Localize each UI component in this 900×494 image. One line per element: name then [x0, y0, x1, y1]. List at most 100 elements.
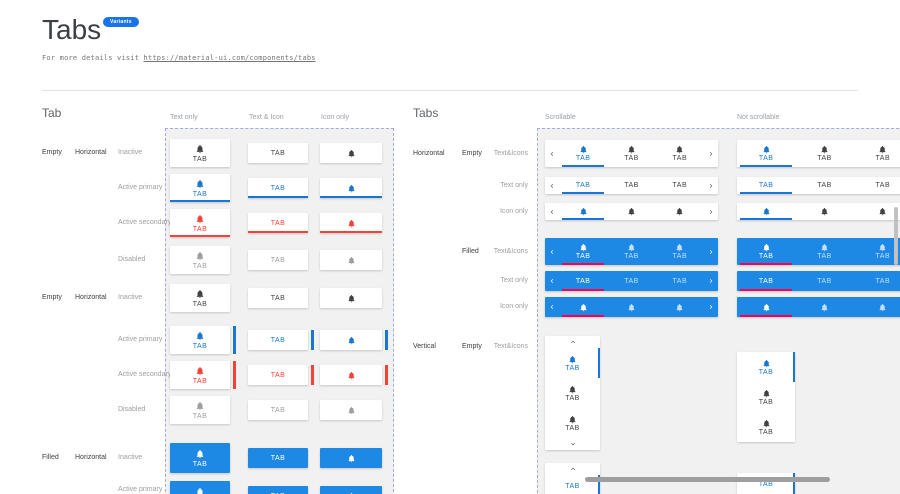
tab[interactable]: TAB	[248, 250, 308, 270]
tab[interactable]	[320, 250, 382, 270]
notifications-icon	[195, 449, 205, 459]
tab[interactable]: TAB	[607, 238, 655, 265]
tab[interactable]: TAB	[170, 209, 230, 237]
tab[interactable]: TAB	[559, 177, 607, 194]
tab[interactable]: TAB	[854, 238, 900, 265]
tab[interactable]: TAB	[170, 361, 230, 389]
docs-link[interactable]: https://material-ui.com/components/tabs	[143, 54, 316, 62]
tab[interactable]	[795, 203, 853, 220]
chevron-down-button[interactable]	[545, 438, 600, 450]
tab[interactable]: TAB	[170, 443, 230, 473]
notifications-icon	[195, 144, 205, 154]
tab[interactable]	[320, 288, 382, 308]
tab[interactable]: TAB	[545, 378, 600, 408]
tab[interactable]: TAB	[737, 473, 795, 494]
tab[interactable]	[854, 203, 900, 220]
tab[interactable]: TAB	[248, 486, 308, 494]
tab[interactable]: TAB	[795, 177, 853, 194]
tab[interactable]: TAB	[170, 284, 230, 312]
active-indicator	[740, 289, 793, 291]
chevron-left-button[interactable]	[545, 140, 559, 167]
tab[interactable]: TAB	[795, 140, 853, 167]
tab[interactable]: TAB	[170, 246, 230, 274]
tab[interactable]	[854, 297, 900, 317]
tab[interactable]	[607, 203, 655, 220]
tab[interactable]: TAB	[248, 448, 308, 468]
horizontal-scrollbar[interactable]	[585, 477, 830, 482]
tab[interactable]: TAB	[737, 140, 795, 167]
chevron-left-button[interactable]	[545, 238, 559, 265]
tab[interactable]: TAB	[607, 177, 655, 194]
tab[interactable]: TAB	[248, 288, 308, 308]
tab[interactable]: TAB	[559, 271, 607, 291]
notifications-icon	[568, 385, 577, 394]
tab[interactable]: TAB	[170, 396, 230, 424]
tab[interactable]: TAB	[545, 475, 600, 494]
tab[interactable]: TAB	[737, 352, 795, 382]
chevron-right-button[interactable]	[704, 177, 718, 194]
tab[interactable]: TAB	[854, 140, 900, 167]
tab[interactable]	[320, 365, 382, 385]
active-indicator	[170, 235, 230, 237]
tab[interactable]: TAB	[248, 178, 308, 198]
tab[interactable]	[559, 203, 607, 220]
chevron-up-button[interactable]	[545, 336, 600, 348]
chevron-left-button[interactable]	[545, 271, 559, 291]
chevron-right-button[interactable]	[704, 203, 718, 220]
chevron-left-button[interactable]	[545, 177, 559, 194]
tab[interactable]: TAB	[170, 326, 230, 354]
chevron-left-button[interactable]	[545, 203, 559, 220]
tab[interactable]: TAB	[854, 271, 900, 291]
tab[interactable]	[656, 297, 704, 317]
active-indicator	[562, 165, 605, 167]
tab[interactable]: TAB	[737, 238, 795, 265]
chevron-up-icon	[569, 465, 577, 473]
tab-label: TAB	[758, 368, 774, 376]
tab[interactable]: TAB	[170, 174, 230, 202]
chevron-left-button[interactable]	[545, 297, 559, 317]
tab[interactable]: TAB	[248, 330, 308, 350]
tab[interactable]: TAB	[656, 140, 704, 167]
tab[interactable]: TAB	[248, 400, 308, 420]
chevron-right-button[interactable]	[704, 140, 718, 167]
tab[interactable]: TAB	[795, 238, 853, 265]
tab[interactable]: TAB	[607, 271, 655, 291]
chevron-right-button[interactable]	[704, 271, 718, 291]
tab[interactable]: TAB	[170, 139, 230, 167]
tab[interactable]	[320, 400, 382, 420]
tab[interactable]	[320, 213, 382, 233]
tab[interactable]	[320, 143, 382, 163]
tab[interactable]: TAB	[737, 271, 795, 291]
tab[interactable]	[320, 448, 382, 468]
tab[interactable]	[559, 297, 607, 317]
tab[interactable]	[320, 486, 382, 494]
tab[interactable]: TAB	[656, 177, 704, 194]
vertical-scrollbar[interactable]	[894, 207, 898, 265]
tab[interactable]: TAB	[248, 143, 308, 163]
tab[interactable]	[607, 297, 655, 317]
tab[interactable]	[737, 297, 795, 317]
tab[interactable]	[320, 330, 382, 350]
chevron-right-button[interactable]	[704, 297, 718, 317]
tab[interactable]: TAB	[854, 177, 900, 194]
tab[interactable]: TAB	[737, 177, 795, 194]
tab[interactable]: TAB	[559, 140, 607, 167]
tab[interactable]	[795, 297, 853, 317]
tab[interactable]: TAB	[795, 271, 853, 291]
tab[interactable]: TAB	[248, 365, 308, 385]
tab[interactable]: TAB	[656, 238, 704, 265]
tab[interactable]: TAB	[545, 348, 600, 378]
tab[interactable]: TAB	[545, 408, 600, 438]
tab[interactable]	[737, 203, 795, 220]
tab[interactable]: TAB	[656, 271, 704, 291]
tab[interactable]: TAB	[737, 382, 795, 412]
tab[interactable]: TAB	[248, 213, 308, 233]
tab[interactable]: TAB	[607, 140, 655, 167]
chevron-up-button[interactable]	[545, 463, 600, 475]
tab[interactable]: TAB	[737, 412, 795, 442]
tab[interactable]: TAB	[170, 481, 230, 494]
chevron-right-button[interactable]	[704, 238, 718, 265]
tab[interactable]: TAB	[559, 238, 607, 265]
tab[interactable]	[656, 203, 704, 220]
tab[interactable]	[320, 178, 382, 198]
